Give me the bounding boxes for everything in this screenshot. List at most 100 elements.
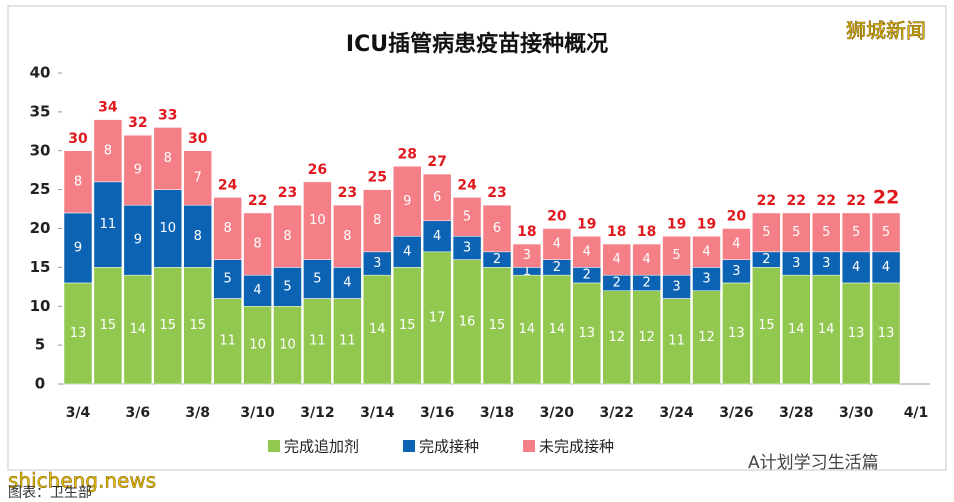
total-label: 18	[607, 224, 626, 240]
legend-swatch	[523, 440, 536, 452]
x-tick-label: 3/26	[719, 405, 753, 421]
data-label: 1	[523, 264, 531, 279]
data-label: 8	[164, 151, 172, 166]
x-tick-label: 3/4	[66, 405, 91, 421]
data-label: 14	[130, 322, 147, 337]
bar-segment	[303, 181, 332, 260]
bar-segment	[722, 228, 751, 260]
data-label: 2	[583, 268, 591, 283]
bar-segment	[512, 274, 542, 385]
data-label: 5	[672, 248, 680, 263]
bar-segment	[452, 197, 482, 237]
data-label: 6	[433, 190, 441, 205]
data-label: 5	[463, 209, 471, 224]
bar-segment	[392, 166, 422, 237]
data-label: 2	[493, 252, 501, 267]
legend-label: 未完成接种	[539, 438, 614, 456]
x-tick-label: 3/22	[600, 405, 634, 421]
legend-label: 完成追加剂	[284, 438, 359, 456]
total-label: 30	[68, 131, 88, 147]
total-label: 22	[816, 193, 835, 209]
total-label: 22	[757, 193, 776, 209]
bar-segment	[871, 212, 901, 253]
data-label: 13	[878, 326, 895, 341]
data-label: 13	[848, 326, 865, 341]
total-label: 24	[457, 177, 477, 193]
data-label: 3	[672, 279, 680, 294]
data-label: 4	[343, 275, 351, 290]
bar-segment	[392, 236, 422, 268]
data-label: 4	[433, 229, 441, 244]
legend-label: 完成接种	[419, 438, 479, 456]
total-label: 19	[667, 216, 686, 232]
bar-segment	[482, 204, 512, 253]
data-label: 4	[702, 244, 710, 259]
x-tick-label: 3/18	[480, 405, 514, 421]
data-label: 15	[160, 318, 177, 333]
bar-segment	[93, 119, 123, 183]
total-label: 23	[278, 185, 297, 201]
total-label: 22	[873, 186, 899, 208]
data-label: 15	[489, 318, 506, 333]
total-label: 23	[338, 185, 357, 201]
bar-segment	[153, 127, 183, 190]
total-label: 22	[787, 193, 806, 209]
data-label: 14	[549, 322, 566, 337]
bar-segment	[153, 267, 183, 385]
data-label: 11	[219, 334, 236, 349]
y-tick-label: 10	[30, 297, 51, 315]
bar-segment	[183, 150, 212, 206]
x-tick-label: 4/1	[904, 405, 929, 421]
bar-segment	[183, 204, 212, 268]
legend-swatch	[403, 440, 416, 452]
y-tick-label: 15	[30, 258, 51, 276]
site-watermark: shicheng.news	[8, 469, 156, 493]
data-label: 9	[74, 240, 82, 255]
data-label: 10	[249, 338, 266, 353]
data-label: 11	[339, 334, 356, 349]
total-label: 30	[188, 131, 208, 147]
data-label: 5	[822, 225, 830, 240]
bar-segment	[63, 282, 93, 385]
bar-segment	[512, 243, 542, 268]
data-label: 6	[493, 221, 501, 236]
data-label: 5	[882, 225, 890, 240]
y-tick-label: 5	[35, 336, 45, 354]
data-label: 5	[313, 272, 321, 287]
data-label: 8	[253, 237, 261, 252]
bar-segment	[123, 134, 153, 206]
x-tick-label: 3/20	[540, 405, 575, 421]
data-label: 10	[309, 213, 326, 228]
bar-segment	[243, 274, 272, 307]
bar-segment	[722, 282, 751, 385]
data-label: 14	[788, 322, 805, 337]
data-label: 14	[369, 322, 386, 337]
data-label: 5	[852, 225, 860, 240]
bar-segment	[632, 243, 661, 276]
bar-segment	[333, 267, 362, 299]
total-label: 18	[517, 224, 536, 240]
x-tick-label: 3/24	[659, 405, 694, 421]
bar-segment	[452, 259, 482, 385]
bar-segment	[93, 181, 123, 268]
data-label: 15	[189, 318, 206, 333]
data-label: 16	[459, 314, 476, 329]
data-label: 3	[792, 256, 800, 271]
data-label: 3	[463, 240, 471, 255]
bar-segment	[811, 212, 841, 253]
bar-segment	[363, 274, 392, 385]
chart-title: ICU插管病患疫苗接种概况	[346, 31, 608, 57]
data-label: 5	[792, 225, 800, 240]
bar-segment	[692, 236, 721, 268]
bar-segment	[123, 204, 153, 276]
total-label: 32	[128, 115, 147, 131]
bar-segment	[572, 282, 602, 385]
bar-segment	[63, 150, 93, 214]
data-label: 13	[728, 326, 745, 341]
bar-segment	[692, 290, 721, 385]
brand-watermark: 狮城新闻	[846, 19, 926, 43]
data-label: 2	[643, 275, 651, 290]
data-label: 8	[283, 229, 291, 244]
bar-segment	[572, 236, 602, 268]
data-label: 4	[882, 260, 890, 275]
